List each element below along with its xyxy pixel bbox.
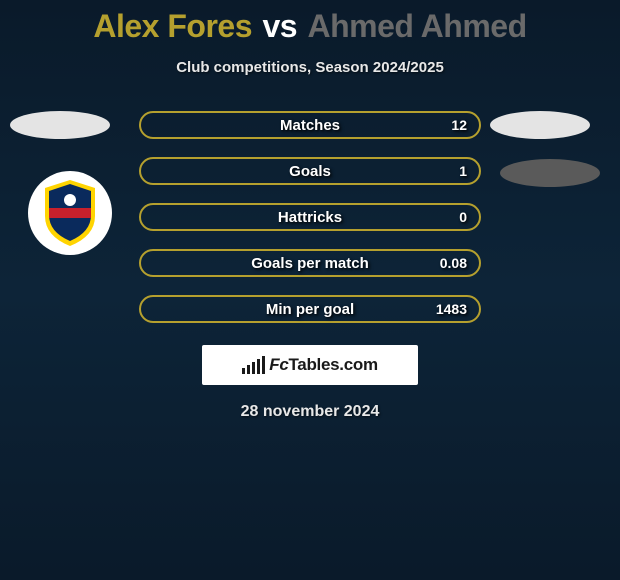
stat-value: 0 (459, 209, 467, 225)
right-ellipse-bottom (500, 159, 600, 187)
subtitle-row: Club competitions, Season 2024/2025 (0, 59, 620, 77)
stat-row: Goals 1 (139, 157, 481, 185)
stat-value: 1 (459, 163, 467, 179)
stat-value: 0.08 (440, 255, 467, 271)
stat-label: Matches (280, 117, 340, 134)
stat-label: Goals (289, 163, 331, 180)
title-player2: Ahmed Ahmed (308, 8, 527, 44)
brand-logo: FcTables.com (202, 345, 418, 385)
brand-suffix: Tables.com (288, 355, 377, 374)
stat-row: Goals per match 0.08 (139, 249, 481, 277)
brand-text: FcTables.com (269, 355, 378, 375)
club-badge (28, 171, 112, 255)
stat-row: Hattricks 0 (139, 203, 481, 231)
stat-row: Min per goal 1483 (139, 295, 481, 323)
title-player1: Alex Fores (93, 8, 252, 44)
date-text: 28 november 2024 (241, 403, 380, 420)
date-row: 28 november 2024 (0, 403, 620, 421)
stat-label: Goals per match (251, 255, 369, 272)
stat-value: 12 (451, 117, 467, 133)
stat-row: Matches 12 (139, 111, 481, 139)
left-ellipse (10, 111, 110, 139)
stat-label: Hattricks (278, 209, 342, 226)
stat-label: Min per goal (266, 301, 354, 318)
main-content: Matches 12 Goals 1 Hattricks 0 Goals per match… (0, 111, 620, 421)
stats-container: Matches 12 Goals 1 Hattricks 0 Goals per match… (139, 111, 481, 323)
title-vs: vs (262, 8, 297, 44)
stat-value: 1483 (436, 301, 467, 317)
bars-icon (242, 356, 265, 374)
page-title: Alex Fores vs Ahmed Ahmed (0, 0, 620, 45)
right-ellipse-top (490, 111, 590, 139)
brand-prefix: Fc (269, 355, 288, 374)
shield-icon (40, 178, 100, 248)
subtitle-text: Club competitions, Season 2024/2025 (176, 59, 444, 76)
